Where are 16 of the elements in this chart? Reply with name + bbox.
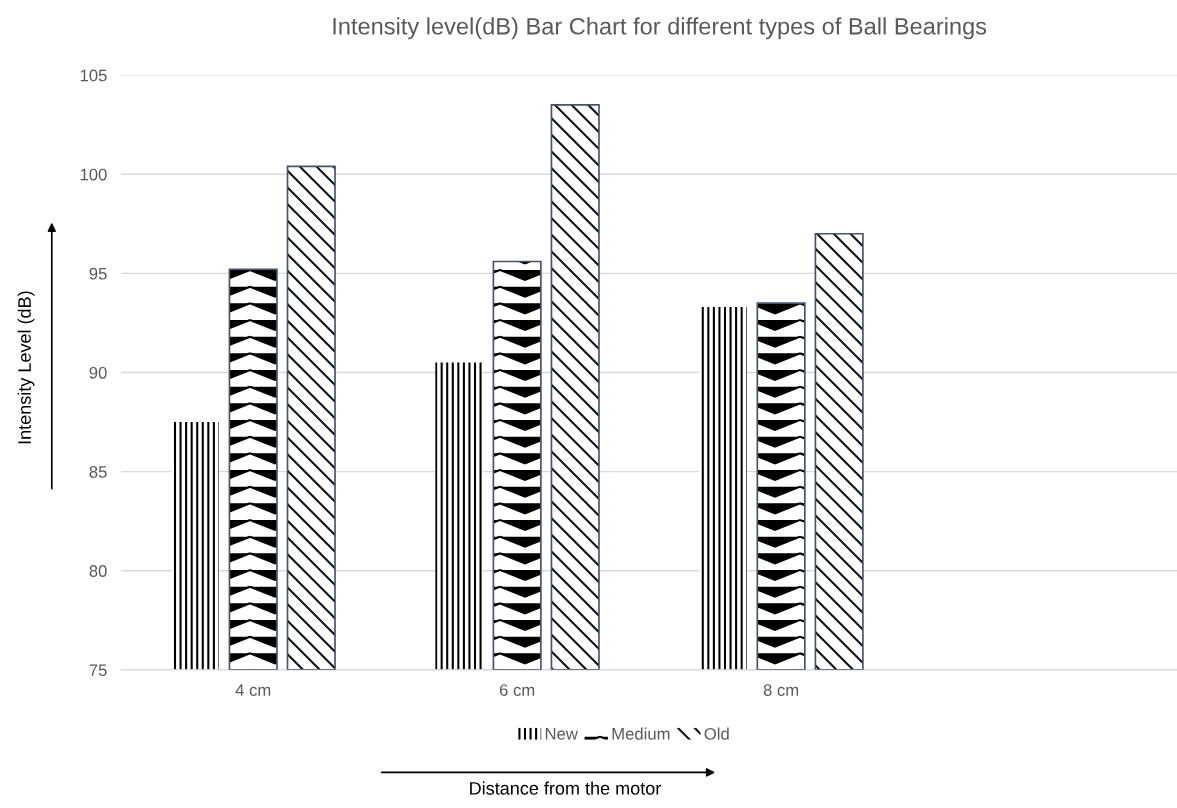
- legend-label: Medium: [612, 727, 670, 740]
- y-tick-label: 105: [80, 69, 107, 82]
- x-tick-label: 4 cm: [235, 684, 271, 696]
- y-tick-label: 75: [89, 664, 107, 677]
- y-tick-label: 100: [80, 168, 107, 181]
- x-axis-title: Distance from the motor: [470, 781, 661, 795]
- y-tick-label: 80: [89, 565, 107, 577]
- x-tick-label: 8 cm: [763, 684, 799, 696]
- y-tick-label: 95: [89, 267, 107, 280]
- legend-label: New: [545, 728, 578, 740]
- chart-title: Intensity level(dB) Bar Chart for different types of Ball Bearings: [333, 17, 987, 40]
- legend-label: Old: [704, 727, 729, 740]
- x-tick-label: 6 cm: [499, 684, 535, 696]
- y-axis-title: Intensity Level (dB): [17, 291, 35, 444]
- y-tick-label: 90: [89, 366, 107, 379]
- y-tick-label: 85: [89, 466, 107, 478]
